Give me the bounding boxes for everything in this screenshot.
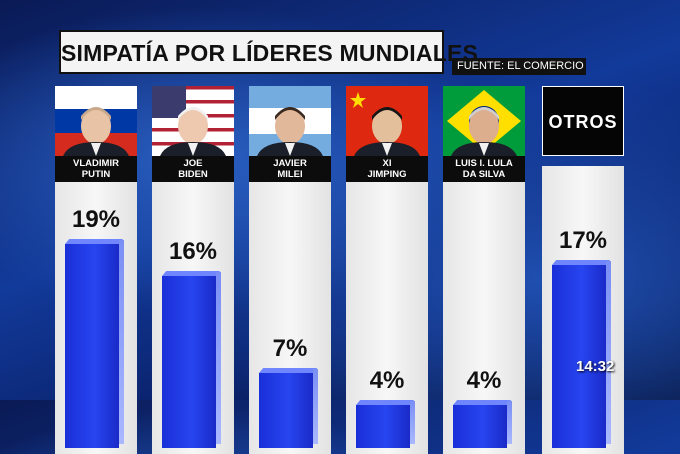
bar bbox=[65, 240, 124, 448]
otros-placard-text: OTROS bbox=[548, 112, 618, 132]
bar bbox=[552, 261, 611, 448]
bar-panel: 17% bbox=[542, 166, 624, 454]
biden-portrait bbox=[152, 86, 234, 156]
data-label: 7% bbox=[272, 335, 308, 362]
bar-panel: 7% bbox=[249, 182, 331, 454]
category-label: JAVIER MILEI bbox=[249, 156, 331, 182]
bar-panel: 4% bbox=[346, 182, 428, 454]
bar-panel: 4% bbox=[443, 182, 525, 454]
bar bbox=[162, 272, 221, 448]
bar-panel: 16% bbox=[152, 182, 234, 454]
category-label: JOE BIDEN bbox=[152, 156, 234, 182]
otros-placard: OTROS bbox=[542, 86, 624, 156]
chart-title-box: SIMPATÍA POR LÍDERES MUNDIALES bbox=[59, 30, 479, 74]
lula-portrait bbox=[443, 86, 525, 156]
chart-title: SIMPATÍA POR LÍDERES MUNDIALES bbox=[61, 40, 479, 66]
clock: 14:32 bbox=[576, 358, 615, 375]
data-label: 4% bbox=[369, 367, 405, 394]
data-label: 4% bbox=[466, 367, 502, 394]
milei-portrait bbox=[249, 86, 331, 156]
category-label: VLADIMIR PUTIN bbox=[55, 156, 137, 182]
category-label: LUIS I. LULA DA SILVA bbox=[443, 156, 525, 182]
bar-panel: 19% bbox=[55, 182, 137, 454]
source-label: FUENTE: EL COMERCIO bbox=[452, 58, 586, 75]
data-label: 16% bbox=[168, 238, 218, 265]
data-label: 17% bbox=[558, 227, 608, 254]
putin-portrait bbox=[55, 86, 137, 156]
data-label: 19% bbox=[71, 206, 121, 233]
bar bbox=[259, 369, 318, 448]
xi-portrait bbox=[346, 86, 428, 156]
bar bbox=[356, 401, 415, 448]
category-label: XI JIMPING bbox=[346, 156, 428, 182]
bar bbox=[453, 401, 512, 448]
